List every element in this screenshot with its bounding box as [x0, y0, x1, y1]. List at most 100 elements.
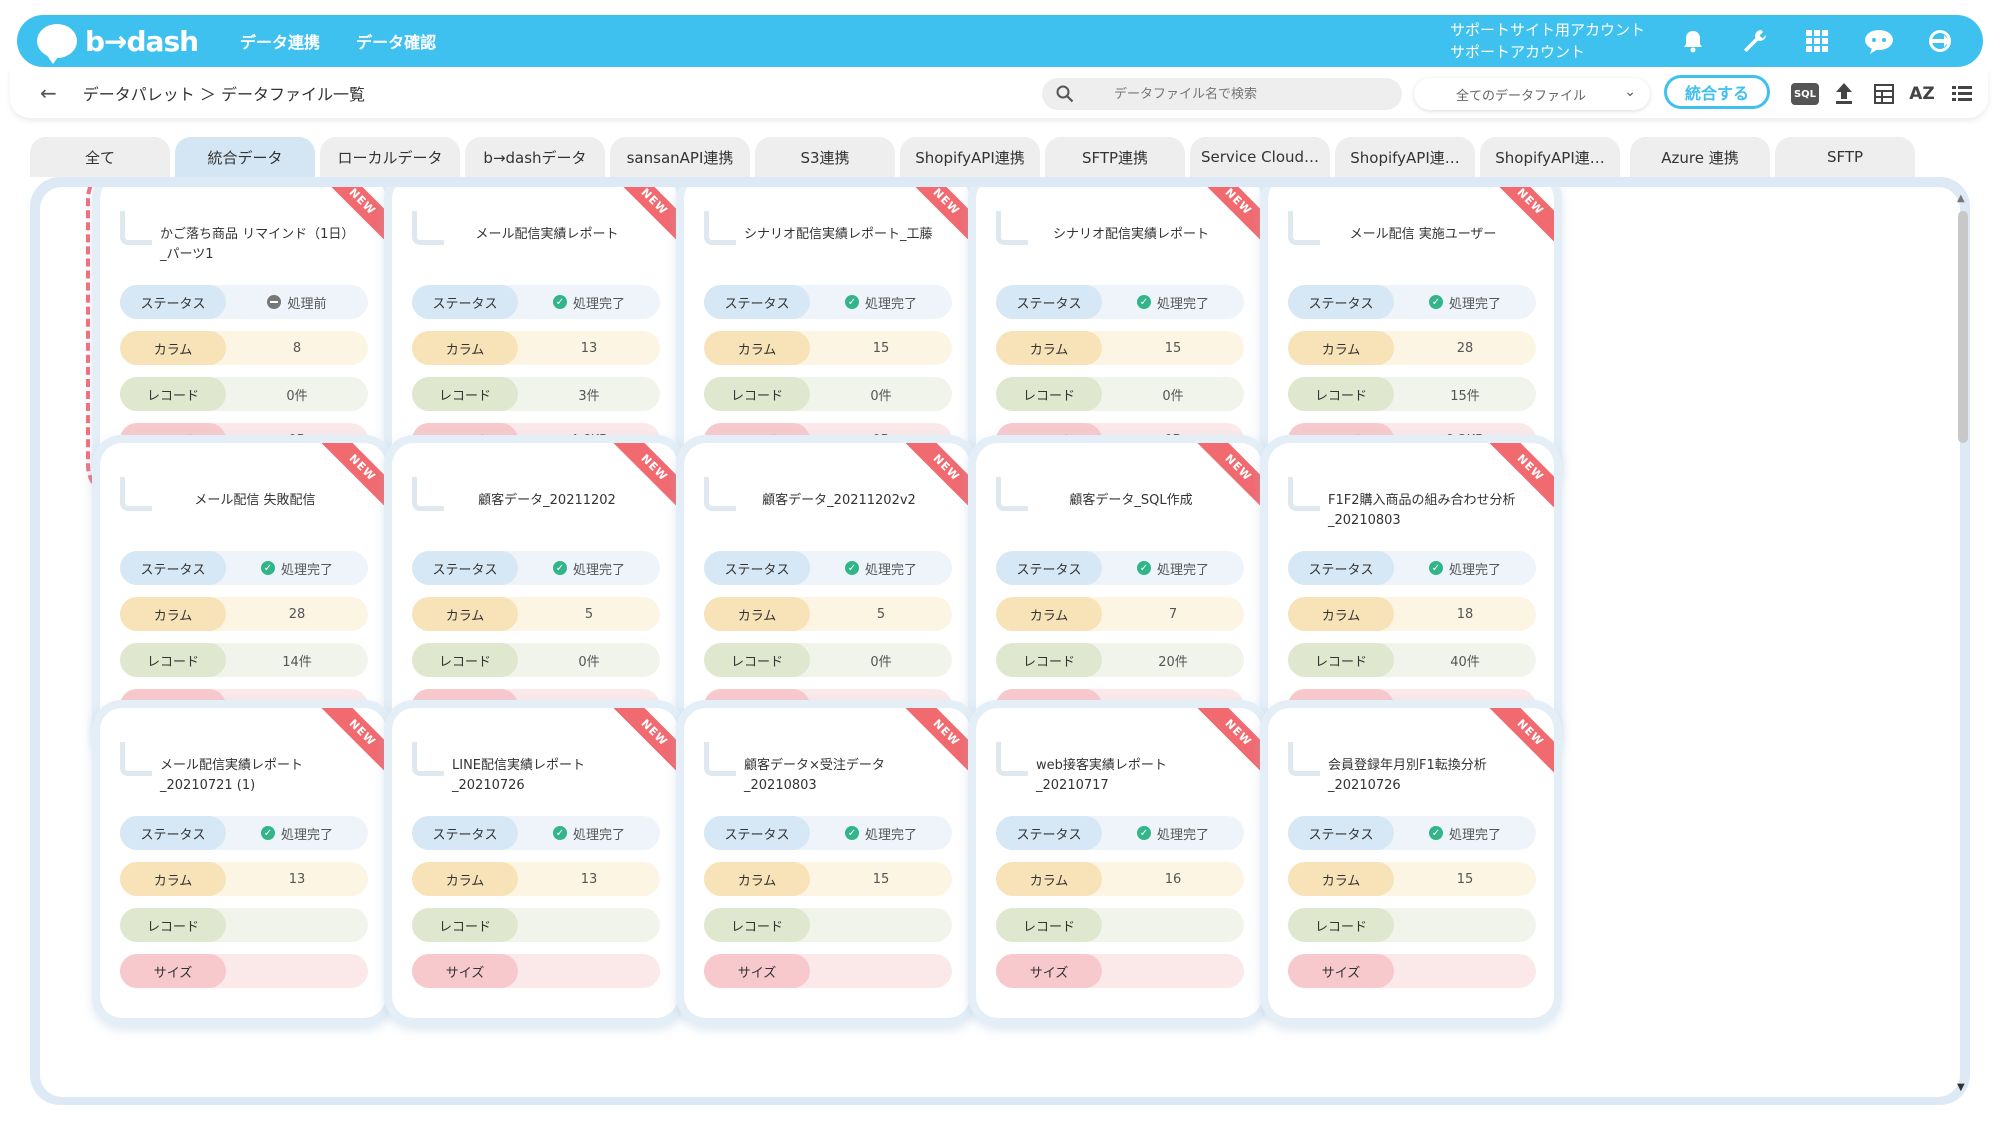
status-label: ステータス — [120, 285, 226, 319]
file-card-grid[interactable]: NEW かご落ち商品 リマインド（1日）_パーツ1 ステータス 処理前 カラム … — [40, 187, 1960, 1097]
record-label: レコード — [1288, 908, 1394, 942]
card-title: 顧客データ_20211202v2 — [762, 493, 916, 508]
data-file-card[interactable]: NEW かご落ち商品 リマインド（1日）_パーツ1 ステータス 処理前 カラム … — [86, 187, 400, 501]
chat-bot-icon[interactable] — [1859, 21, 1899, 61]
data-file-card[interactable]: NEW 顧客データ_20211202 ステータス ✓ 処理完了 カラム 5 レコー… — [392, 443, 678, 753]
data-file-card[interactable]: NEW メール配信 失敗配信 ステータス ✓ 処理完了 カラム 28 レコード 1… — [100, 443, 386, 753]
file-icon — [412, 477, 444, 511]
scroll-up-icon[interactable]: ▲ — [1957, 193, 1965, 204]
size-label: サイズ — [1288, 954, 1394, 988]
logout-icon[interactable] — [1921, 21, 1961, 61]
record-row: レコード 0件 — [412, 643, 660, 677]
data-file-card[interactable]: NEW LINE配信実績レポート_20210726 ステータス ✓ 処理完了 カラ… — [392, 708, 678, 1018]
column-label: カラム — [120, 597, 226, 631]
check-circle-icon: ✓ — [552, 561, 567, 575]
merge-button[interactable]: 統合する — [1664, 75, 1770, 109]
back-arrow-icon[interactable]: ← — [40, 81, 57, 105]
data-file-card[interactable]: NEW メール配信実績レポート_20210721 (1) ステータス ✓ 処理完了… — [100, 708, 386, 1018]
record-label: レコード — [120, 377, 226, 411]
file-filter-select[interactable]: 全てのデータファイル ⌄ — [1414, 78, 1650, 110]
status-label: ステータス — [704, 285, 810, 319]
card-title: 顧客データ×受注データ_20210803 — [744, 758, 885, 793]
wrench-icon[interactable] — [1735, 21, 1775, 61]
status-label: ステータス — [120, 551, 226, 585]
nav-data-check[interactable]: データ確認 — [356, 33, 437, 52]
record-value: 0件 — [578, 654, 600, 670]
status-row: ステータス ✓ 処理完了 — [704, 551, 952, 585]
tab-service-cloud[interactable]: Service Cloud… — [1190, 137, 1330, 177]
grid-icon[interactable] — [1797, 21, 1837, 61]
toolbar: ← データパレット ＞ データファイル一覧 全てのデータファイル ⌄ 統合する … — [10, 68, 1988, 118]
record-value: 15件 — [1450, 388, 1480, 404]
record-row: レコード 0件 — [996, 377, 1244, 411]
data-file-card[interactable]: NEW 顧客データ_20211202v2 ステータス ✓ 処理完了 カラム 5 レ… — [684, 443, 970, 753]
file-icon — [1288, 477, 1320, 511]
tab-shopify-api-2[interactable]: ShopifyAPI連… — [1335, 137, 1475, 177]
data-file-card[interactable]: NEW 顧客データ_SQL作成 ステータス ✓ 処理完了 カラム 7 レコード 2… — [976, 443, 1262, 753]
tab-all[interactable]: 全て — [30, 137, 170, 177]
tab-sftp[interactable]: SFTP連携 — [1045, 137, 1185, 177]
nav-data-integration[interactable]: データ連携 — [240, 33, 321, 52]
tab-bdash-data[interactable]: b→dashデータ — [465, 137, 605, 177]
check-circle-icon: ✓ — [844, 561, 859, 575]
bell-icon[interactable] — [1673, 21, 1713, 61]
search-input[interactable] — [1114, 86, 1374, 102]
account-sub: サポートアカウント — [1449, 43, 1585, 61]
data-file-card[interactable]: NEW メール配信 実施ユーザー ステータス ✓ 処理完了 カラム 28 レコード… — [1268, 187, 1554, 487]
chevron-down-icon: ⌄ — [1624, 84, 1636, 100]
record-row: レコード — [996, 908, 1244, 942]
search-box[interactable] — [1042, 78, 1402, 110]
status-row: ステータス ✓ 処理完了 — [120, 816, 368, 850]
account-info[interactable]: サポートサイト用アカウント サポートアカウント — [1450, 19, 1645, 63]
sort-az-icon[interactable]: AZ — [1909, 84, 1935, 104]
card-title: シナリオ配信実績レポート — [1052, 227, 1209, 242]
status-label: ステータス — [1288, 816, 1394, 850]
status-text: 処理前 — [287, 296, 327, 312]
data-file-card[interactable]: NEW 会員登録年月別F1転換分析_20210726 ステータス ✓ 処理完了 カ… — [1268, 708, 1554, 1018]
tab-sansan-api[interactable]: sansanAPI連携 — [610, 137, 750, 177]
data-file-card[interactable]: NEW web接客実績レポート_20210717 ステータス ✓ 処理完了 カラム… — [976, 708, 1262, 1018]
card-title: LINE配信実績レポート_20210726 — [452, 758, 586, 793]
record-value: 3件 — [578, 388, 600, 404]
record-label: レコード — [996, 643, 1102, 677]
search-icon — [1056, 85, 1074, 103]
scroll-down-icon[interactable]: ▼ — [1957, 1082, 1965, 1093]
bdash-logo[interactable]: b→dash — [37, 24, 199, 64]
status-value: ✓ 処理完了 — [1394, 559, 1536, 578]
status-row: ステータス 処理前 — [120, 285, 368, 319]
file-icon — [412, 742, 444, 776]
data-file-card[interactable]: NEW 顧客データ×受注データ_20210803 ステータス ✓ 処理完了 カラム… — [684, 708, 970, 1018]
data-file-card[interactable]: NEW シナリオ配信実績レポート_工藤 ステータス ✓ 処理完了 カラム 15 レ… — [684, 187, 970, 487]
status-text: 処理完了 — [864, 827, 917, 843]
record-value: 14件 — [282, 654, 312, 670]
table-view-icon[interactable] — [1870, 80, 1898, 108]
minus-circle-icon — [267, 295, 282, 309]
tab-sftp-2[interactable]: SFTP — [1775, 137, 1915, 177]
data-file-card[interactable]: NEW F1F2購入商品の組み合わせ分析_20210803 ステータス ✓ 処理完… — [1268, 443, 1554, 753]
column-value: 5 — [876, 606, 886, 622]
status-row: ステータス ✓ 処理完了 — [704, 816, 952, 850]
tab-s3[interactable]: S3連携 — [755, 137, 895, 177]
tab-local-data[interactable]: ローカルデータ — [320, 137, 460, 177]
status-value: ✓ 処理完了 — [1102, 293, 1244, 312]
record-row: レコード 0件 — [704, 643, 952, 677]
column-row: カラム 15 — [996, 331, 1244, 365]
vertical-scrollbar[interactable]: ▲ ▼ — [1956, 193, 1970, 1093]
data-file-card[interactable]: NEW メール配信実績レポート ステータス ✓ 処理完了 カラム 13 レコード … — [392, 187, 678, 487]
data-file-card[interactable]: NEW シナリオ配信実績レポート ステータス ✓ 処理完了 カラム 15 レコード… — [976, 187, 1262, 487]
tab-azure[interactable]: Azure 連携 — [1630, 137, 1770, 177]
sql-icon[interactable]: SQL — [1791, 83, 1819, 105]
status-value: ✓ 処理完了 — [518, 559, 660, 578]
column-label: カラム — [412, 597, 518, 631]
column-label: カラム — [704, 597, 810, 631]
tab-merged-data[interactable]: 統合データ — [175, 137, 315, 177]
scroll-thumb[interactable] — [1958, 211, 1968, 443]
tab-shopify-api-3[interactable]: ShopifyAPI連… — [1480, 137, 1620, 177]
column-value: 5 — [584, 606, 594, 622]
column-label: カラム — [120, 331, 226, 365]
tab-shopify-api[interactable]: ShopifyAPI連携 — [900, 137, 1040, 177]
upload-icon[interactable] — [1830, 80, 1858, 108]
list-view-icon[interactable] — [1948, 80, 1976, 108]
size-label: サイズ — [120, 954, 226, 988]
status-label: ステータス — [1288, 551, 1394, 585]
